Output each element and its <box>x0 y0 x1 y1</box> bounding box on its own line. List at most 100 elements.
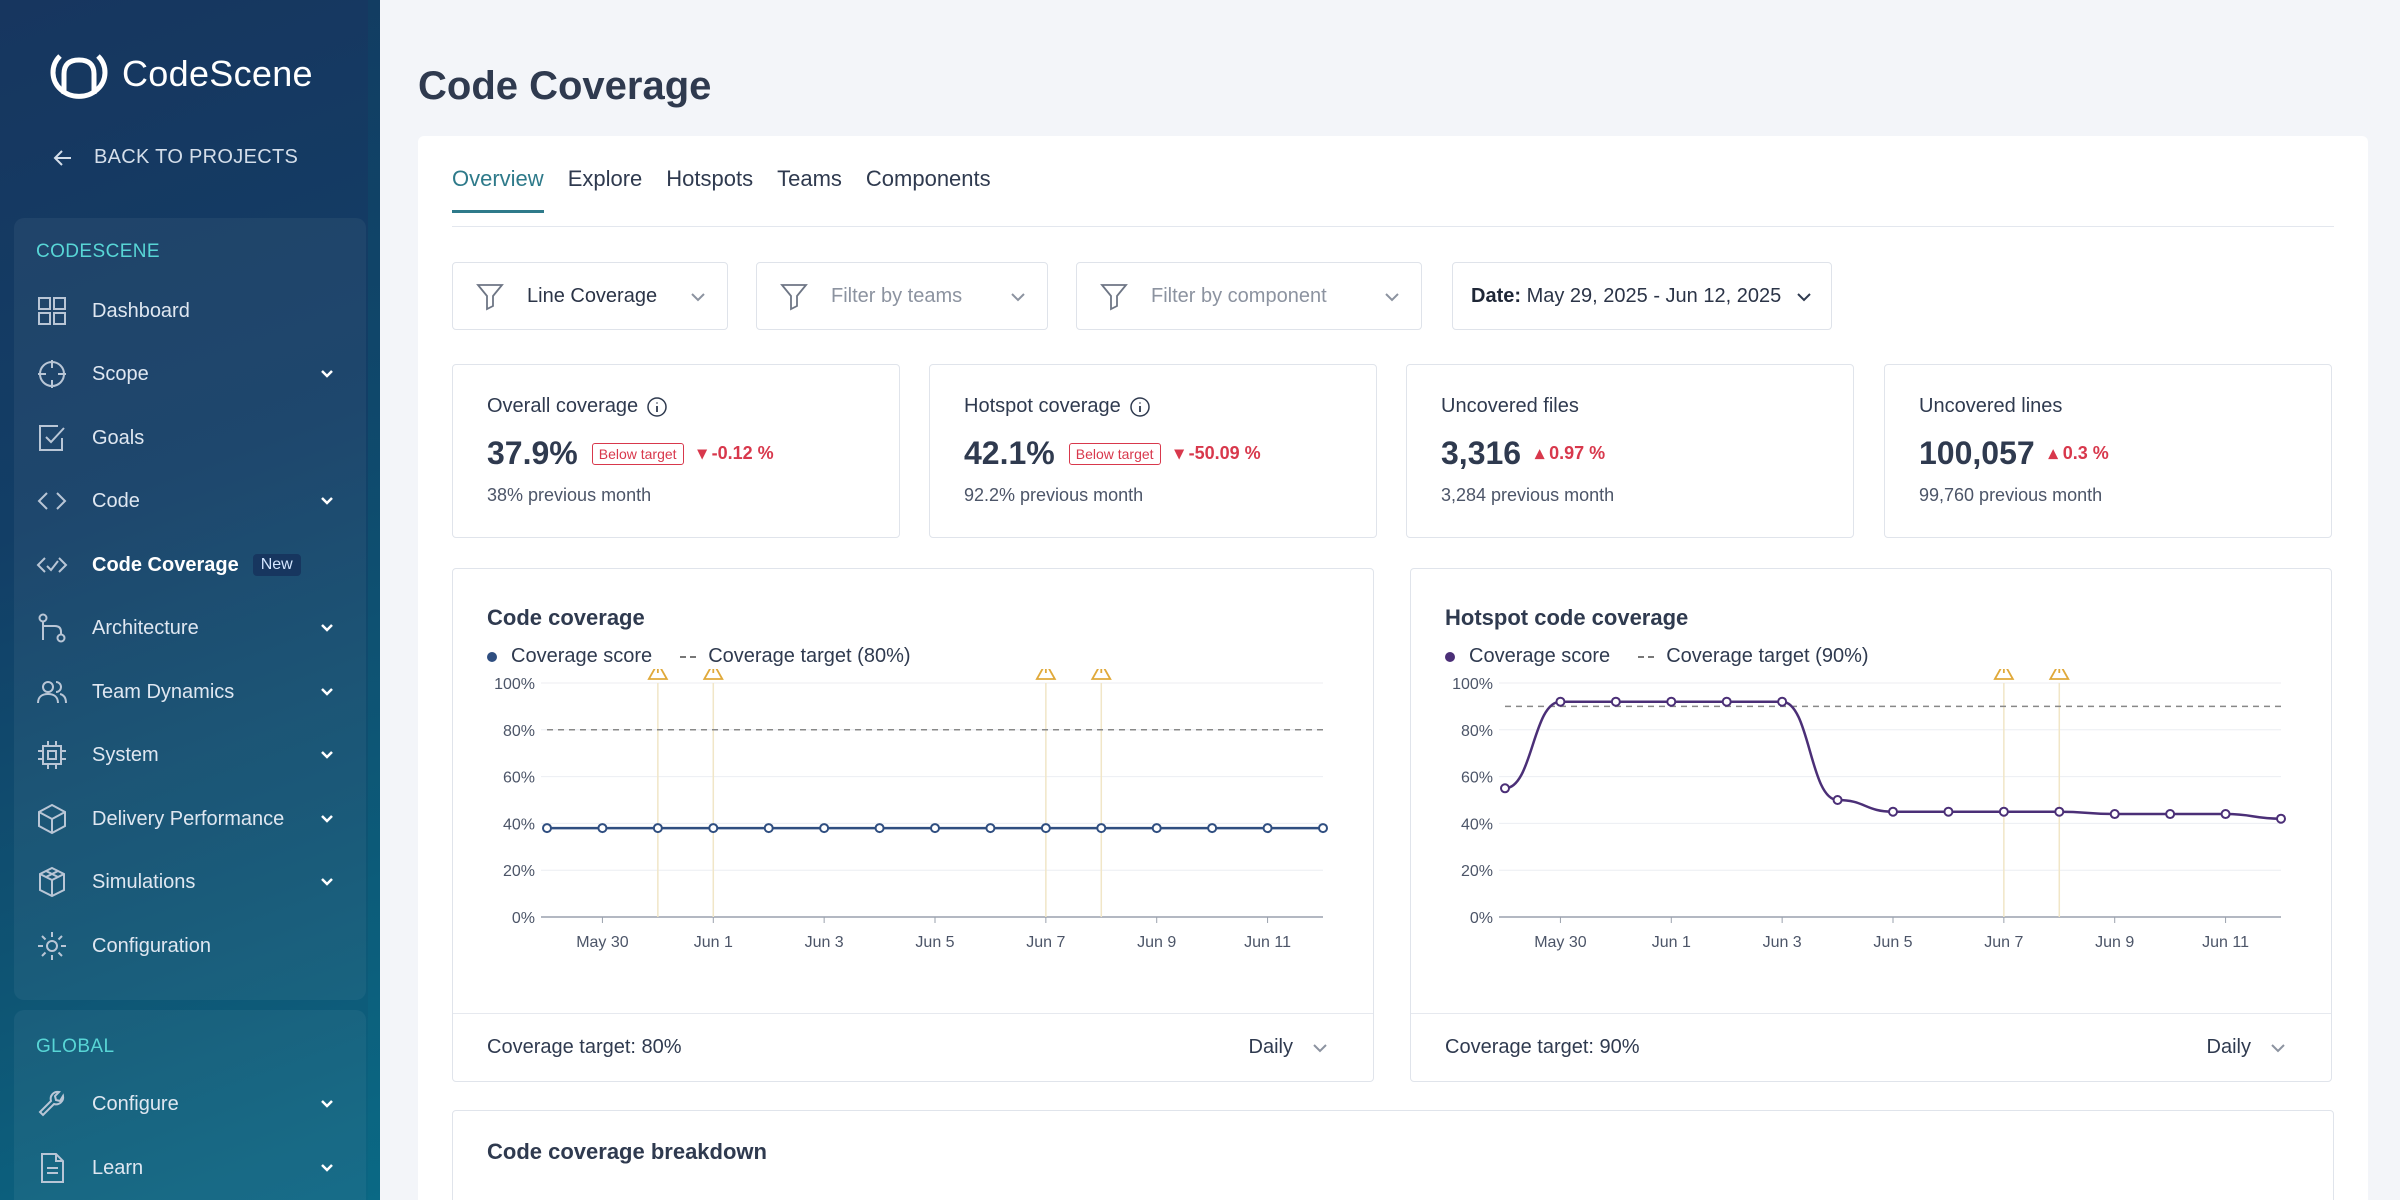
data-point <box>985 823 996 834</box>
kpi-delta-value: 0.97 % <box>1549 443 1606 463</box>
legend-target: Coverage target (90%) <box>1666 645 1869 667</box>
new-badge: New <box>252 554 301 576</box>
data-point <box>930 823 940 834</box>
sidebar-item-system[interactable]: System <box>36 730 336 780</box>
date-range-picker[interactable]: Date: May 29, 2025 - Jun 12, 2025 <box>1452 262 1832 330</box>
chevron-down-icon <box>321 688 333 696</box>
kpi-value: 42.1% <box>964 435 1055 471</box>
chart-title: Hotspot code coverage <box>1445 605 1689 630</box>
x-tick-label: Jun 7 <box>1984 934 2023 951</box>
warning-icon <box>1035 669 1057 680</box>
sidebar-item-label: Delivery Performance <box>92 807 285 830</box>
chart-title: Code coverage <box>487 605 645 630</box>
teams-filter-placeholder: Filter by teams <box>831 284 963 307</box>
sidebar-item-team-dynamics[interactable]: Team Dynamics <box>36 667 336 717</box>
wrench-icon <box>36 1088 68 1120</box>
y-tick-label: 0% <box>512 910 535 927</box>
kpi-value: 37.9% <box>487 435 578 471</box>
kpi-title: Overall coverage <box>487 395 639 417</box>
nav-panel-codescene <box>14 218 366 1000</box>
chevron-down-icon <box>691 293 705 302</box>
sidebar-item-label: Dashboard <box>92 299 190 322</box>
tab-explore[interactable]: Explore <box>567 166 643 191</box>
teams-filter[interactable]: Filter by teams <box>756 262 1048 330</box>
sidebar-item-architecture[interactable]: Architecture <box>36 603 336 653</box>
cubes-icon <box>36 866 68 898</box>
tab-teams[interactable]: Teams <box>777 166 842 191</box>
sidebar-item-scope[interactable]: Scope <box>36 349 336 399</box>
chevron-down-icon <box>321 815 333 823</box>
nav-panel-global <box>14 1010 366 1200</box>
kpi-previous: 99,760 previous month <box>1919 485 2103 505</box>
team-icon <box>36 676 68 708</box>
coverage-target-label: Coverage target: 90% <box>1445 1036 1640 1058</box>
sidebar-item-label: Code Coverage <box>92 553 239 576</box>
kpi-value: 100,057 <box>1919 435 2035 471</box>
tab-hotspots[interactable]: Hotspots <box>666 166 754 191</box>
sidebar-item-label: Configuration <box>92 934 211 957</box>
tab-bar: Overview Explore Hotspots Teams Componen… <box>452 166 991 213</box>
arrow-left-icon <box>53 149 71 166</box>
code-coverage-chart-card: Code coverage Coverage score Coverage ta… <box>452 568 1374 1082</box>
data-point <box>1998 806 2009 817</box>
chart-footer: Coverage target: 90% Daily <box>1411 1013 2331 1083</box>
chevron-down-icon <box>321 751 333 759</box>
chart-footer: Coverage target: 80% Daily <box>453 1013 1373 1083</box>
kpi-overall-coverage: Overall coverage 37.9% Below target ▾ -0… <box>452 364 900 538</box>
warning-icon <box>647 669 669 680</box>
sidebar-item-delivery-performance[interactable]: Delivery Performance <box>36 794 336 844</box>
chevron-down-icon <box>321 878 333 886</box>
sidebar-item-goals[interactable]: Goals <box>36 413 336 463</box>
hotspot-coverage-line-chart: 0% 20% 40% 60% 80% 100% May 30 Jun 1 Jun 3 Jun 5 J… <box>1452 669 2286 951</box>
logo-text: CodeScene <box>122 53 313 94</box>
kpi-value: 3,316 <box>1441 435 1522 471</box>
sidebar-item-configuration[interactable]: Configuration <box>36 921 336 971</box>
kpi-uncovered-files: Uncovered files 3,316 ▴ 0.97 % 3,284 pre… <box>1406 364 1854 538</box>
legend-target: Coverage target (80%) <box>708 645 911 667</box>
legend-dash-icon <box>1638 655 1655 658</box>
chevron-down-icon <box>1011 293 1025 302</box>
interval-select[interactable]: Daily <box>2207 1036 2287 1059</box>
legend-dash-icon <box>680 655 697 658</box>
sidebar-item-label: System <box>92 743 159 766</box>
component-filter[interactable]: Filter by component <box>1076 262 1422 330</box>
info-icon[interactable] <box>646 396 668 418</box>
kpi-delta-value: 0.3 % <box>2062 443 2109 463</box>
sidebar-item-code-coverage[interactable]: Code Coverage New <box>36 540 336 590</box>
component-filter-placeholder: Filter by component <box>1151 284 1327 307</box>
filter-icon <box>780 284 808 311</box>
check-square-icon <box>36 422 68 454</box>
data-point <box>1666 696 1677 707</box>
info-icon[interactable] <box>1129 396 1151 418</box>
sidebar-item-configure[interactable]: Configure <box>36 1079 336 1129</box>
legend-score: Coverage score <box>1469 645 1611 667</box>
coverage-target-label: Coverage target: 80% <box>487 1036 682 1058</box>
sidebar-item-label: Team Dynamics <box>92 680 235 703</box>
main-card: Overview Explore Hotspots Teams Componen… <box>418 136 2368 1200</box>
tab-overview[interactable]: Overview <box>452 166 544 213</box>
back-to-projects-link[interactable]: BACK TO PROJECTS <box>52 146 298 169</box>
sidebar-item-label: Code <box>92 489 140 512</box>
data-point <box>1318 823 1328 834</box>
sidebar-item-dashboard[interactable]: Dashboard <box>36 286 336 336</box>
data-point <box>1151 823 1162 834</box>
box-icon <box>36 803 68 835</box>
tab-components[interactable]: Components <box>865 166 991 191</box>
app-logo[interactable]: CodeScene <box>50 48 313 100</box>
chart-legend: Coverage score Coverage target (90%) <box>1445 645 1869 668</box>
code-coverage-line-chart: 0% 20% 40% 60% 80% 100% May 30 Jun 1 Jun 3 Jun 5 J… <box>494 669 1328 951</box>
kpi-previous: 3,284 previous month <box>1441 485 1615 505</box>
sidebar-item-simulations[interactable]: Simulations <box>36 857 336 907</box>
metric-select[interactable]: Line Coverage <box>452 262 728 330</box>
sidebar-item-learn[interactable]: Learn <box>36 1143 336 1193</box>
data-point <box>1888 806 1898 817</box>
sidebar-item-code[interactable]: Code <box>36 476 336 526</box>
x-tick-label: Jun 11 <box>1244 934 1291 951</box>
data-point <box>1555 696 1566 707</box>
interval-select[interactable]: Daily <box>1249 1036 1329 1059</box>
caret-up-icon: ▴ <box>1535 443 1550 463</box>
x-tick-label: Jun 9 <box>2095 934 2134 951</box>
nav-section-heading: CODESCENE <box>36 241 160 262</box>
sidebar-item-label: Scope <box>92 362 149 385</box>
x-tick-label: Jun 9 <box>1137 934 1176 951</box>
